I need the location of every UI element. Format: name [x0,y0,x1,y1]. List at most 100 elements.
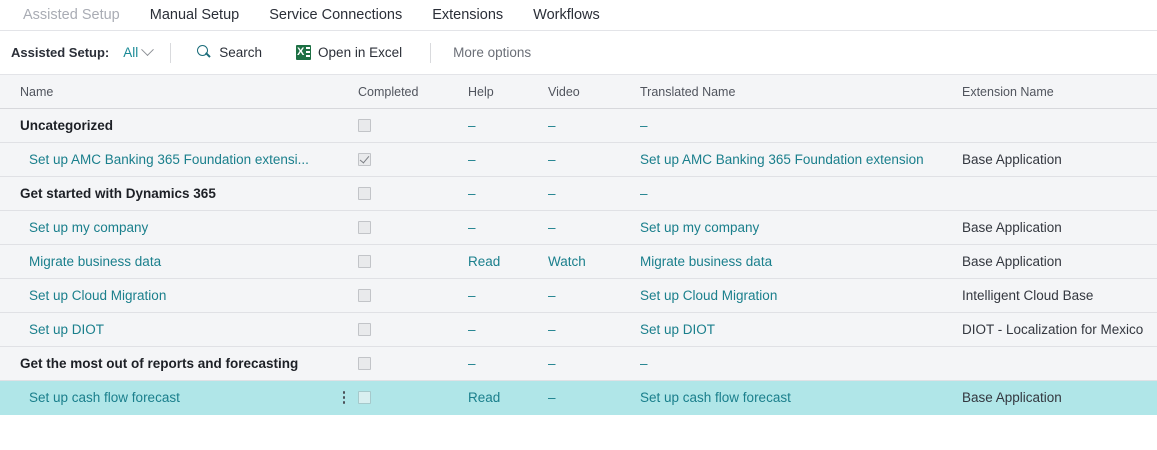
cell-help[interactable]: – [468,117,548,135]
column-header-video[interactable]: Video [548,83,640,101]
assisted-setup-filter-dropdown[interactable]: All [123,43,155,60]
cell-translated-name[interactable]: Set up Cloud Migration [640,287,962,305]
cell-video-link[interactable]: Watch [548,253,586,269]
column-header-help[interactable]: Help [468,83,548,101]
cell-name[interactable]: Get started with Dynamics 365 [0,185,330,203]
more-vertical-icon[interactable] [342,391,346,404]
cell-completed[interactable] [358,255,468,268]
cell-translated-name-link[interactable]: – [640,117,648,133]
completed-checkbox[interactable] [358,255,371,268]
table-row[interactable]: Set up DIOT – – Set up DIOT DIOT - Localizat… [0,313,1157,347]
cell-help[interactable]: – [468,355,548,373]
tab-manual-setup[interactable]: Manual Setup [149,7,240,23]
cell-video-link[interactable]: – [548,219,556,235]
cell-video-link[interactable]: – [548,117,556,133]
cell-video[interactable]: – [548,355,640,373]
cell-name[interactable]: Set up Cloud Migration [0,287,330,305]
cell-help-link[interactable]: – [468,117,476,133]
completed-checkbox[interactable] [358,323,371,336]
cell-name[interactable]: Set up DIOT [0,321,330,339]
cell-name[interactable]: Set up cash flow forecast [0,389,330,407]
column-header-name[interactable]: Name [0,85,330,99]
cell-completed[interactable] [358,153,468,166]
cell-completed[interactable] [358,323,468,336]
table-group-row[interactable]: Get the most out of reports and forecast… [0,347,1157,381]
cell-help-link[interactable]: Read [468,389,501,405]
cell-translated-name[interactable]: – [640,117,962,135]
cell-name[interactable]: Set up AMC Banking 365 Foundation extens… [0,151,330,169]
table-row[interactable]: Set up my company – – Set up my company Base… [0,211,1157,245]
table-row[interactable]: Migrate business data Read Watch Migrate bu… [0,245,1157,279]
cell-video[interactable]: – [548,117,640,135]
tab-workflows[interactable]: Workflows [533,7,600,23]
setup-link[interactable]: Set up my company [29,219,149,235]
column-header-extension[interactable]: Extension Name [962,83,1157,101]
cell-help[interactable]: – [468,185,548,203]
tab-extensions[interactable]: Extensions [432,7,504,23]
cell-translated-name[interactable]: – [640,185,962,203]
completed-checkbox[interactable] [358,119,371,132]
cell-help[interactable]: – [468,151,548,169]
cell-video[interactable]: – [548,185,640,203]
cell-video-link[interactable]: – [548,355,556,371]
cell-help[interactable]: – [468,321,548,339]
completed-checkbox[interactable] [358,357,371,370]
cell-video-link[interactable]: – [548,151,556,167]
completed-checkbox[interactable] [358,289,371,302]
cell-help-link[interactable]: – [468,219,476,235]
cell-translated-name[interactable]: Set up my company [640,219,962,237]
cell-video[interactable]: – [548,389,640,407]
cell-help[interactable]: Read [468,253,548,271]
table-group-row[interactable]: Uncategorized – – – [0,109,1157,143]
cell-name[interactable]: Get the most out of reports and forecast… [0,355,330,373]
cell-translated-name[interactable]: – [640,355,962,373]
cell-translated-name[interactable]: Set up cash flow forecast [640,389,962,407]
table-row[interactable]: Set up Cloud Migration – – Set up Cloud Mig… [0,279,1157,313]
cell-translated-name-link[interactable]: Set up DIOT [640,321,716,337]
cell-help-link[interactable]: – [468,355,476,371]
cell-help[interactable]: – [468,219,548,237]
cell-video-link[interactable]: – [548,389,556,405]
cell-translated-name-link[interactable]: Set up Cloud Migration [640,287,778,303]
cell-translated-name-link[interactable]: Set up cash flow forecast [640,389,791,405]
cell-completed[interactable] [358,119,468,132]
tab-service-connections[interactable]: Service Connections [269,7,403,23]
cell-help-link[interactable]: – [468,287,476,303]
cell-video-link[interactable]: – [548,287,556,303]
cell-video[interactable]: – [548,287,640,305]
cell-translated-name-link[interactable]: Migrate business data [640,253,773,269]
cell-video-link[interactable]: – [548,185,556,201]
cell-name[interactable]: Uncategorized [0,117,330,135]
table-row[interactable]: Set up cash flow forecast Read – Set up cas… [0,381,1157,415]
cell-name[interactable]: Migrate business data [0,253,330,271]
cell-video[interactable]: – [548,219,640,237]
cell-translated-name-link[interactable]: – [640,355,648,371]
cell-translated-name[interactable]: Migrate business data [640,253,962,271]
cell-video[interactable]: – [548,151,640,169]
cell-translated-name[interactable]: Set up AMC Banking 365 Foundation extens… [640,151,962,169]
cell-completed[interactable] [358,187,468,200]
tab-assisted-setup[interactable]: Assisted Setup [23,7,120,23]
row-menu-button[interactable] [330,391,358,404]
column-header-completed[interactable]: Completed [358,85,468,99]
column-header-translated[interactable]: Translated Name [640,83,962,101]
cell-video-link[interactable]: – [548,321,556,337]
setup-link[interactable]: Set up cash flow forecast [29,389,180,405]
cell-help-link[interactable]: – [468,185,476,201]
cell-completed[interactable] [358,289,468,302]
cell-help[interactable]: Read [468,389,548,407]
cell-video[interactable]: – [548,321,640,339]
completed-checkbox[interactable] [358,221,371,234]
completed-checkbox[interactable] [358,153,371,166]
cell-translated-name-link[interactable]: Set up my company [640,219,760,235]
table-row[interactable]: Set up AMC Banking 365 Foundation extens… [0,143,1157,177]
setup-link[interactable]: Set up DIOT [29,321,105,337]
cell-help-link[interactable]: Read [468,253,501,269]
cell-completed[interactable] [358,221,468,234]
cell-translated-name[interactable]: Set up DIOT [640,321,962,339]
cell-help[interactable]: – [468,287,548,305]
cell-help-link[interactable]: – [468,321,476,337]
setup-link[interactable]: Migrate business data [29,253,162,269]
cell-translated-name-link[interactable]: Set up AMC Banking 365 Foundation extens… [640,151,924,167]
cell-help-link[interactable]: – [468,151,476,167]
